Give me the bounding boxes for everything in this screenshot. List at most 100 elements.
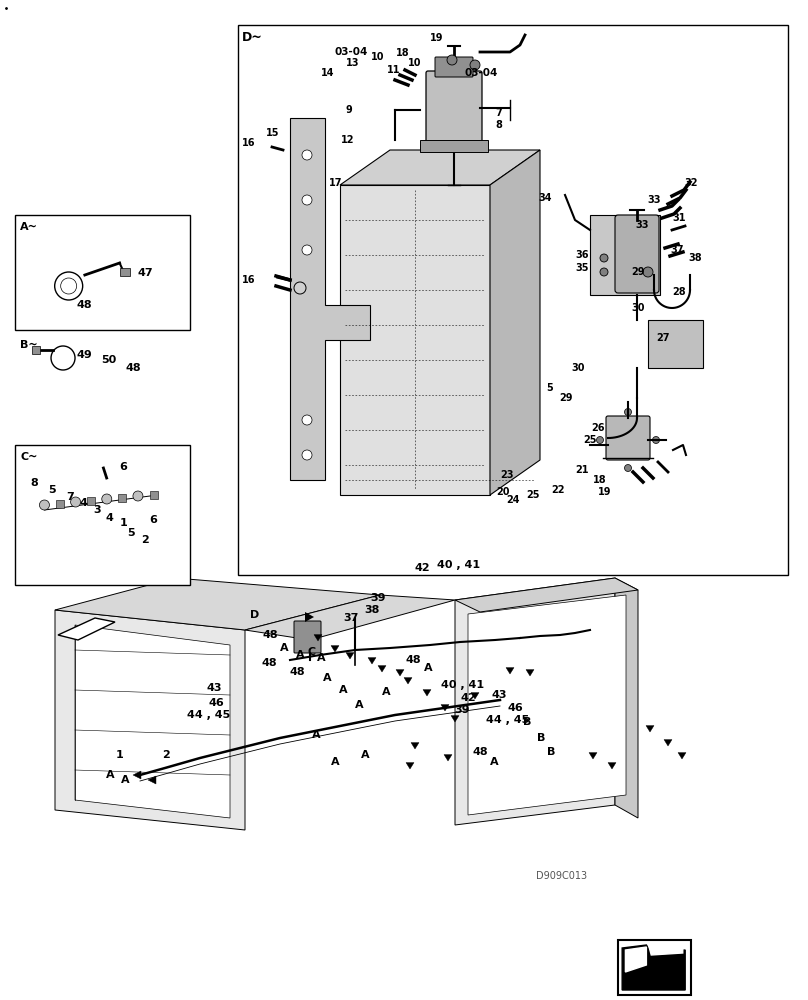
Circle shape <box>302 245 312 255</box>
Polygon shape <box>396 670 404 676</box>
Text: B: B <box>537 733 545 743</box>
Text: 48: 48 <box>125 363 141 373</box>
Text: 31: 31 <box>672 213 685 223</box>
Circle shape <box>294 282 306 294</box>
Polygon shape <box>58 618 115 640</box>
Circle shape <box>470 60 480 70</box>
Text: 30: 30 <box>632 303 645 313</box>
Circle shape <box>61 278 77 294</box>
Polygon shape <box>615 578 638 818</box>
Text: A: A <box>121 775 129 785</box>
Bar <box>120 268 129 276</box>
Polygon shape <box>305 612 314 622</box>
Text: 48: 48 <box>77 300 92 310</box>
Text: 37: 37 <box>671 245 684 255</box>
Circle shape <box>302 150 312 160</box>
Text: 42: 42 <box>415 563 431 573</box>
Text: 6: 6 <box>120 462 128 472</box>
Text: A: A <box>382 687 390 697</box>
Text: 4: 4 <box>105 513 113 523</box>
FancyBboxPatch shape <box>615 215 659 293</box>
Text: A: A <box>331 757 339 767</box>
Polygon shape <box>331 646 339 652</box>
Bar <box>238 25 788 575</box>
Text: 29: 29 <box>632 267 645 277</box>
FancyBboxPatch shape <box>426 71 482 150</box>
Text: 40 , 41: 40 , 41 <box>440 680 484 690</box>
Polygon shape <box>490 150 540 495</box>
Text: 43: 43 <box>206 683 222 693</box>
Text: 21: 21 <box>575 465 588 475</box>
Text: 1: 1 <box>120 518 128 528</box>
Polygon shape <box>506 668 514 674</box>
Text: A: A <box>361 750 369 760</box>
Text: 17: 17 <box>329 178 342 188</box>
Polygon shape <box>455 578 638 612</box>
Bar <box>15 445 190 585</box>
Text: 3: 3 <box>93 505 100 515</box>
Bar <box>87 496 95 504</box>
Polygon shape <box>148 776 156 784</box>
Text: 24: 24 <box>507 495 520 505</box>
Polygon shape <box>451 716 459 722</box>
Text: 32: 32 <box>684 178 697 188</box>
Text: 19: 19 <box>598 487 611 497</box>
Text: 39: 39 <box>370 593 386 603</box>
Polygon shape <box>441 705 449 711</box>
Text: 49: 49 <box>77 350 92 360</box>
Text: 29: 29 <box>559 393 572 403</box>
Text: 8: 8 <box>31 478 39 488</box>
Text: 22: 22 <box>551 485 564 495</box>
Text: 12: 12 <box>341 135 354 145</box>
Text: 26: 26 <box>591 423 604 433</box>
Circle shape <box>625 408 632 416</box>
Polygon shape <box>340 185 490 495</box>
Polygon shape <box>423 690 431 696</box>
Text: 40 , 41: 40 , 41 <box>437 560 481 570</box>
Text: 03-04: 03-04 <box>464 68 498 78</box>
Polygon shape <box>625 947 646 972</box>
Polygon shape <box>55 610 245 830</box>
Text: 50: 50 <box>101 355 116 365</box>
Bar <box>590 215 660 295</box>
Text: 48: 48 <box>261 658 277 668</box>
Text: 14: 14 <box>321 68 334 78</box>
Text: 5: 5 <box>546 383 553 393</box>
Text: 23: 23 <box>501 470 514 480</box>
Polygon shape <box>526 670 534 676</box>
Circle shape <box>600 268 608 276</box>
Text: 48: 48 <box>263 630 279 640</box>
Circle shape <box>447 55 457 65</box>
Polygon shape <box>664 740 672 746</box>
Polygon shape <box>455 578 615 825</box>
Text: 1: 1 <box>116 750 124 760</box>
Text: B: B <box>547 747 555 757</box>
Text: A: A <box>424 663 432 673</box>
Polygon shape <box>444 755 452 761</box>
Text: A: A <box>339 685 347 695</box>
Text: D~: D~ <box>242 31 263 44</box>
Text: 44 , 45: 44 , 45 <box>486 715 529 725</box>
Text: 33: 33 <box>648 195 661 205</box>
Text: 6: 6 <box>149 515 158 525</box>
Text: 44 , 45: 44 , 45 <box>187 710 230 720</box>
Text: 48: 48 <box>473 747 489 757</box>
Text: 03-04: 03-04 <box>335 47 368 57</box>
Text: 27: 27 <box>656 333 669 343</box>
Polygon shape <box>471 693 479 699</box>
Polygon shape <box>678 753 686 759</box>
Polygon shape <box>589 753 597 759</box>
Polygon shape <box>55 578 380 630</box>
Circle shape <box>600 254 608 262</box>
Text: A: A <box>297 650 305 660</box>
Circle shape <box>51 346 75 370</box>
Text: 2: 2 <box>162 750 170 760</box>
Text: 28: 28 <box>672 287 685 297</box>
Bar <box>648 320 703 368</box>
Text: A~: A~ <box>20 222 38 232</box>
Polygon shape <box>290 118 370 480</box>
Text: 11: 11 <box>387 65 400 75</box>
Circle shape <box>102 494 112 504</box>
Polygon shape <box>649 943 683 955</box>
Text: 4: 4 <box>79 498 87 508</box>
